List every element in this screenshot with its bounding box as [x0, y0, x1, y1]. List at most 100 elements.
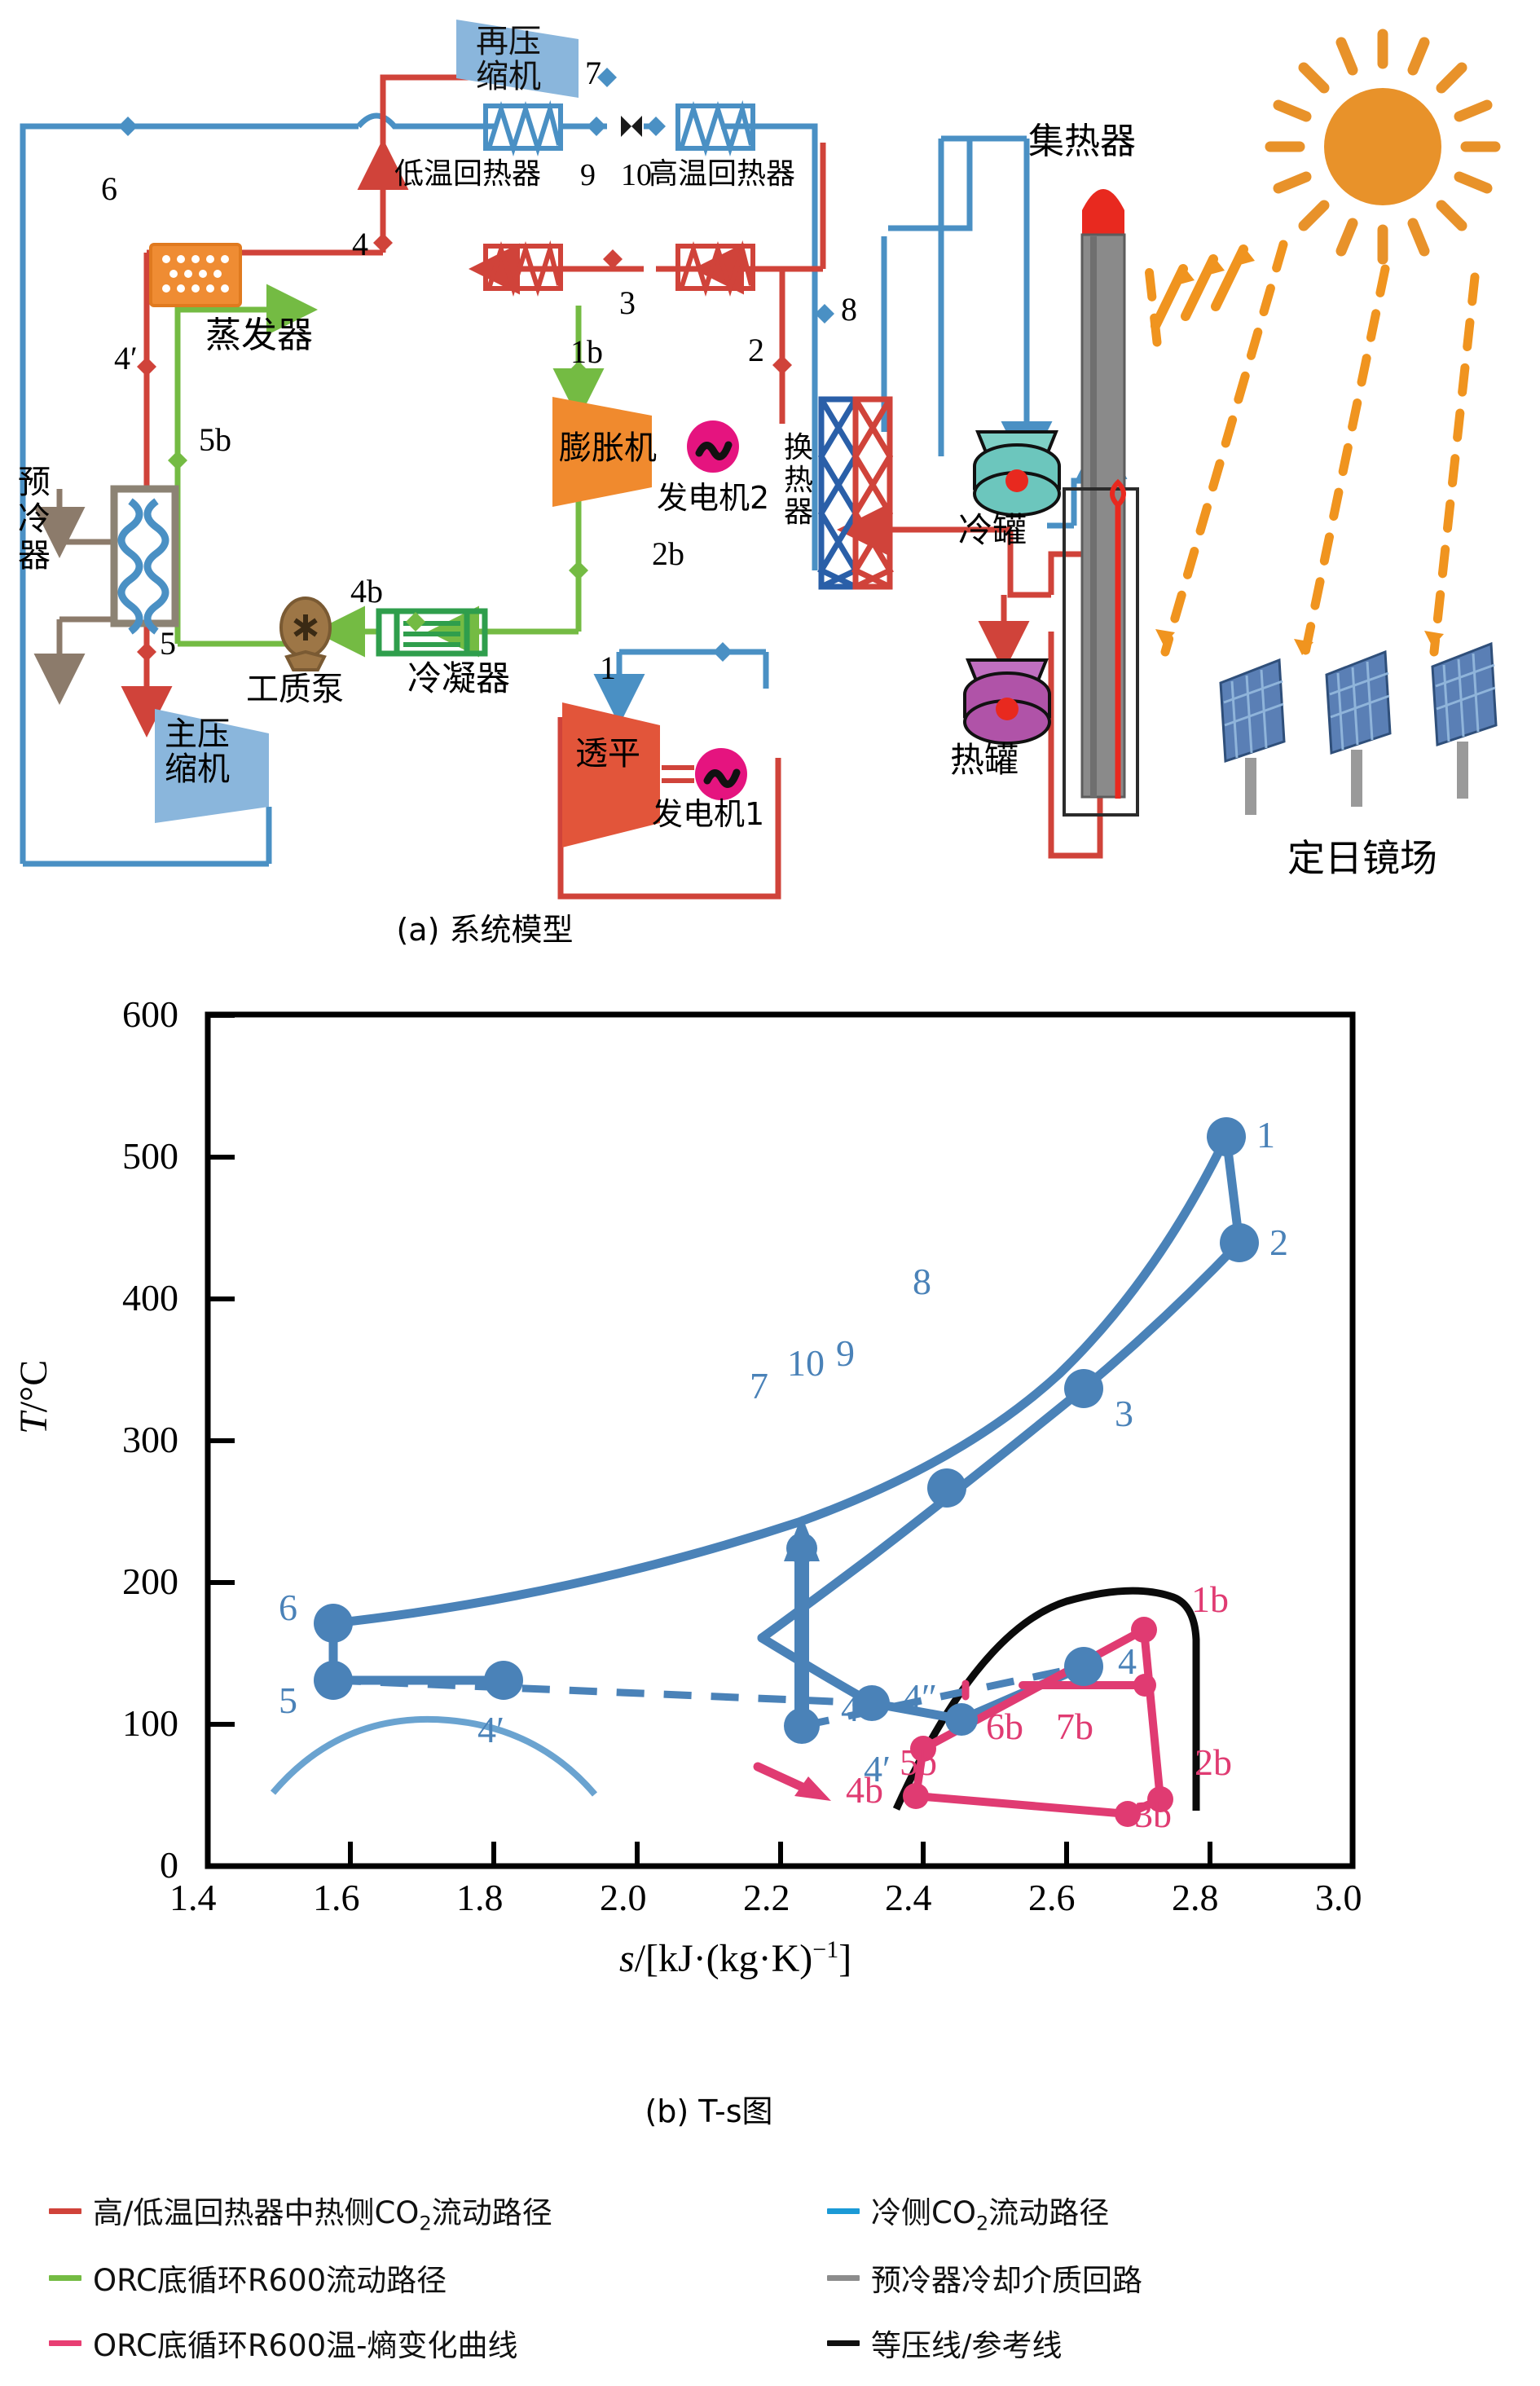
y-axis-title: T/°C	[12, 1359, 55, 1434]
chart-label-10: 10	[787, 1342, 825, 1384]
condenser-icon	[376, 608, 488, 657]
label-hot-tank: 热罐	[950, 740, 1019, 780]
turbine-icon	[562, 702, 660, 847]
reflected-ray-arrows	[1151, 244, 1248, 331]
xtick-2p8: 2.8	[1172, 1877, 1219, 1918]
legend-swatch-orc-path	[49, 2274, 81, 2281]
generator1-icon	[662, 748, 747, 800]
ray-arrowheads	[1155, 246, 1444, 655]
chart-label-4prime-left: 4′	[477, 1709, 505, 1750]
state-point-4: 4	[352, 226, 368, 262]
working-fluid-pump-icon	[279, 596, 332, 671]
heliostat-3	[1431, 641, 1498, 799]
legend-swatch-reference	[827, 2340, 860, 2346]
legend-label-hot-co2: 高/低温回热器中热侧CO2流动路径	[93, 2195, 552, 2235]
chart-label-4-right: 4	[1118, 1640, 1137, 1682]
ytick-200: 200	[122, 1561, 178, 1602]
legend-label-orc-curve: ORC底循环R600温-熵变化曲线	[93, 2328, 518, 2364]
evaporator-icon	[149, 243, 242, 307]
legend-label-reference: 等压线/参考线	[871, 2328, 1063, 2364]
state-point-7: 7	[585, 55, 601, 91]
valve-icon	[621, 116, 642, 137]
xtick-1p6: 1.6	[313, 1877, 360, 1918]
ytick-300: 300	[122, 1419, 178, 1460]
label-condenser: 冷凝器	[407, 658, 511, 698]
legend-item-orc-curve: ORC底循环R600温-熵变化曲线	[49, 2321, 827, 2365]
ytick-100: 100	[122, 1702, 178, 1744]
legend-label-cold-co2: 冷侧CO2流动路径	[871, 2195, 1110, 2235]
hot-tank-icon	[963, 658, 1051, 745]
legend-label-coolant: 预冷器冷却介质回路	[871, 2263, 1142, 2299]
pink-direction-arrow	[753, 1762, 831, 1801]
chart-label-3b: 3b	[1134, 1794, 1172, 1835]
chart-label-5: 5	[279, 1679, 297, 1721]
legend-item-reference: 等压线/参考线	[827, 2321, 1511, 2365]
dashed-connectors	[332, 1662, 1085, 1730]
label-low-temp-regenerator: 低温回热器	[394, 157, 542, 191]
label-generator1: 发电机1	[652, 796, 765, 832]
state-point-3: 3	[619, 284, 636, 321]
xtick-2p2: 2.2	[743, 1877, 790, 1918]
chart-label-4-mid: 4	[841, 1688, 860, 1729]
chart-label-3: 3	[1115, 1393, 1133, 1434]
chart-label-4dprime: 4″	[903, 1676, 938, 1718]
ytick-600: 600	[122, 993, 178, 1035]
legend-item-coolant: 预冷器冷却介质回路	[827, 2256, 1511, 2300]
label-generator2: 发电机2	[657, 480, 770, 516]
label-heat-exchanger: 换热器	[784, 431, 814, 530]
state-point-1b: 1b	[570, 333, 603, 370]
x-axis-title: s/[kJ·(kg·K)−1]	[619, 1936, 852, 1980]
legend-label-orc-path: ORC底循环R600流动路径	[93, 2263, 447, 2299]
label-evaporator: 蒸发器	[205, 315, 313, 356]
chart-label-2b: 2b	[1195, 1741, 1232, 1783]
state-point-4p: 4′	[114, 340, 138, 376]
chart-label-1b: 1b	[1191, 1578, 1229, 1620]
sco2-markers	[314, 1117, 1259, 1744]
ts-chart	[205, 1011, 1356, 1869]
legend-row-2: ORC底循环R600流动路径 预冷器冷却介质回路	[49, 2256, 1516, 2300]
solar-rays	[1144, 240, 1480, 665]
legend-item-cold-co2: 冷侧CO2流动路径	[827, 2188, 1511, 2234]
sco2-cycle-path	[328, 1132, 1244, 1733]
state-point-6: 6	[101, 170, 117, 207]
legend-row-3: ORC底循环R600温-熵变化曲线 等压线/参考线	[49, 2321, 1516, 2365]
xtick-1p8: 1.8	[456, 1877, 504, 1918]
ytick-0: 0	[160, 1844, 178, 1886]
state-point-4b: 4b	[350, 573, 383, 610]
xtick-2p6: 2.6	[1028, 1877, 1076, 1918]
state-point-10: 10	[621, 158, 652, 192]
xtick-1p4: 1.4	[169, 1877, 217, 1918]
label-turbine: 透平	[575, 735, 640, 773]
heliostat-1	[1219, 658, 1286, 815]
xtick-2p4: 2.4	[885, 1877, 932, 1918]
legend-swatch-hot-co2	[49, 2208, 81, 2215]
recompressor-icon	[456, 20, 579, 98]
state-point-5b: 5b	[199, 421, 231, 458]
chart-label-2: 2	[1269, 1222, 1288, 1263]
chart-label-8: 8	[913, 1261, 931, 1302]
legend-swatch-cold-co2	[827, 2208, 860, 2215]
co2-saturation-dome	[270, 1715, 598, 1797]
state-point-2b: 2b	[652, 535, 684, 572]
chart-label-6: 6	[279, 1587, 297, 1628]
chart-label-4prime: 4′	[864, 1748, 891, 1790]
label-main-compressor: 主压 缩机	[165, 715, 230, 789]
panel-b-caption: (b) T-s图	[645, 2093, 773, 2129]
cold-tank-icon	[973, 430, 1061, 517]
main-compressor-icon	[155, 709, 269, 823]
xtick-3p0: 3.0	[1315, 1877, 1362, 1918]
state-point-5: 5	[160, 625, 176, 662]
chart-label-5b: 5b	[900, 1741, 937, 1783]
label-cold-tank: 冷罐	[958, 510, 1027, 550]
reference-isobar-line	[892, 1587, 1200, 1811]
chart-axes	[205, 1011, 1356, 1869]
heliostat-2	[1325, 649, 1392, 807]
legend-row-1: 高/低温回热器中热侧CO2流动路径 冷侧CO2流动路径	[49, 2188, 1516, 2234]
chart-label-4b: 4b	[846, 1769, 883, 1811]
legend-swatch-orc-curve	[49, 2340, 81, 2346]
legend-item-hot-co2: 高/低温回热器中热侧CO2流动路径	[49, 2188, 827, 2234]
high-temp-regenerator-icon	[675, 99, 755, 297]
label-expander: 膨胀机	[559, 429, 657, 467]
legend: 高/低温回热器中热侧CO2流动路径 冷侧CO2流动路径 ORC底循环R600流动…	[49, 2188, 1516, 2386]
sun-icon	[1265, 29, 1501, 265]
